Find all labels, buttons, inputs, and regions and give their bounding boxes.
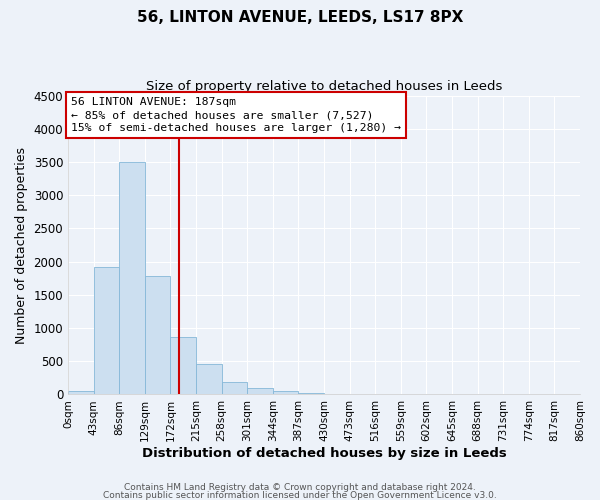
Y-axis label: Number of detached properties: Number of detached properties — [15, 146, 28, 344]
Bar — [170, 338, 196, 394]
Text: Contains HM Land Registry data © Crown copyright and database right 2024.: Contains HM Land Registry data © Crown c… — [124, 484, 476, 492]
X-axis label: Distribution of detached houses by size in Leeds: Distribution of detached houses by size … — [142, 447, 506, 460]
Bar — [68, 391, 94, 394]
Text: Contains public sector information licensed under the Open Government Licence v3: Contains public sector information licen… — [103, 490, 497, 500]
Bar — [145, 276, 170, 394]
Bar — [94, 267, 119, 394]
Bar — [196, 364, 221, 394]
Title: Size of property relative to detached houses in Leeds: Size of property relative to detached ho… — [146, 80, 502, 93]
Bar — [247, 388, 273, 394]
Text: 56, LINTON AVENUE, LEEDS, LS17 8PX: 56, LINTON AVENUE, LEEDS, LS17 8PX — [137, 10, 463, 25]
Bar — [221, 382, 247, 394]
Bar — [273, 392, 298, 394]
Bar — [298, 393, 324, 394]
Text: 56 LINTON AVENUE: 187sqm
← 85% of detached houses are smaller (7,527)
15% of sem: 56 LINTON AVENUE: 187sqm ← 85% of detach… — [71, 97, 401, 134]
Bar — [119, 162, 145, 394]
